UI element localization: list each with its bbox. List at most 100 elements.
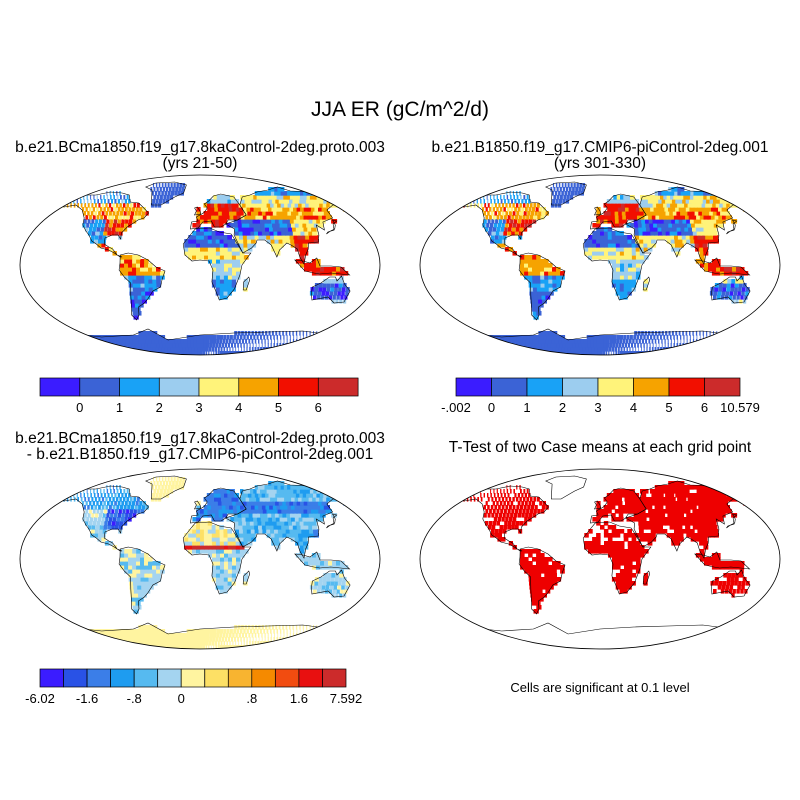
map-cell: [666, 533, 672, 538]
map-cell: [540, 259, 545, 264]
map-cell: [345, 585, 349, 590]
map-cell: [150, 637, 157, 642]
map-cell: [224, 637, 228, 642]
map-cell: [115, 203, 119, 208]
map-cell: [223, 489, 228, 494]
map-cell: [655, 351, 667, 355]
map-cell: [152, 183, 155, 188]
map-cell: [729, 335, 731, 340]
map-cell: [545, 211, 549, 216]
map-cell: [700, 263, 705, 268]
map-cell: [207, 525, 213, 530]
map-cell: [524, 259, 529, 264]
map-cell: [330, 199, 338, 204]
map-cell: [541, 291, 547, 296]
map-cell: [689, 331, 691, 336]
map-cell: [278, 537, 284, 542]
map-cell: [290, 351, 310, 355]
map-cell: [77, 645, 104, 649]
map-cell: [171, 485, 174, 490]
map-cell: [630, 195, 635, 200]
map-cell: [300, 343, 303, 348]
map-cell: [607, 525, 613, 530]
map-cell: [117, 207, 121, 212]
map-cell: [534, 351, 550, 355]
map-cell: [303, 521, 309, 526]
map-cell: [296, 207, 303, 212]
map-cell: [155, 477, 158, 482]
map-cell: [542, 339, 548, 344]
map-cell: [232, 271, 237, 276]
map-cell: [527, 211, 531, 216]
map-cell: [308, 339, 311, 344]
map-cell: [174, 633, 179, 638]
map-cell: [214, 215, 220, 220]
map-cell: [667, 339, 669, 344]
map-cell: [664, 343, 666, 348]
map-cell: [271, 513, 277, 518]
map-cell: [503, 231, 507, 236]
map-cell: [181, 481, 185, 486]
map-cell: [292, 633, 295, 638]
map-cell: [281, 525, 287, 530]
map-cell: [237, 509, 242, 514]
map-cell: [616, 263, 621, 268]
map-cell: [234, 343, 236, 348]
map-cell: [128, 561, 133, 566]
map-cell: [240, 629, 243, 634]
map-cell: [126, 645, 144, 649]
map-cell: [270, 235, 276, 240]
map-cell: [163, 489, 167, 494]
map-cell: [690, 533, 696, 538]
map-cell: [680, 203, 687, 208]
map-cell: [558, 199, 562, 204]
map-cell: [544, 581, 550, 586]
map-cell: [166, 489, 170, 494]
map-cell: [712, 561, 717, 566]
map-cell: [643, 573, 649, 578]
map-cell: [138, 299, 144, 304]
map-cell: [647, 505, 653, 510]
map-cell: [560, 195, 563, 200]
map-cell: [261, 339, 263, 344]
map-cell: [541, 505, 546, 510]
map-cell: [170, 347, 176, 352]
map-cell: [277, 235, 283, 240]
map-cell: [298, 203, 305, 208]
map-cell: [338, 283, 343, 288]
map-cell: [220, 195, 225, 200]
map-cell: [677, 215, 683, 220]
map-cell: [117, 513, 121, 518]
map-cell: [654, 211, 660, 216]
map-cell: [283, 195, 290, 200]
map-cell: [563, 195, 567, 200]
map-cell: [151, 191, 154, 196]
map-cell: [254, 191, 261, 196]
map-cell: [282, 219, 288, 224]
map-cell: [542, 299, 547, 304]
map-cell: [632, 207, 637, 212]
map-cell: [140, 577, 146, 582]
map-cell: [293, 195, 300, 200]
map-cell: [640, 553, 645, 558]
map-cell: [511, 525, 515, 530]
coastline-greenland: [145, 475, 187, 500]
map-cell: [320, 295, 325, 300]
map-cell: [188, 251, 193, 256]
map-cell: [708, 219, 715, 224]
map-cell: [255, 343, 257, 348]
map-cell: [90, 339, 99, 344]
map-cell: [268, 493, 275, 498]
map-cell: [215, 287, 221, 292]
map-cell: [651, 215, 657, 220]
map-cell: [227, 275, 233, 280]
map-cell: [319, 195, 328, 200]
map-cell: [520, 565, 525, 570]
map-cell: [548, 339, 555, 344]
map-cell: [166, 195, 170, 200]
map-cell: [506, 513, 510, 518]
map-cell: [483, 199, 485, 204]
map-cell: [144, 267, 149, 272]
map-cell: [555, 199, 559, 204]
map-cell: [694, 517, 701, 522]
